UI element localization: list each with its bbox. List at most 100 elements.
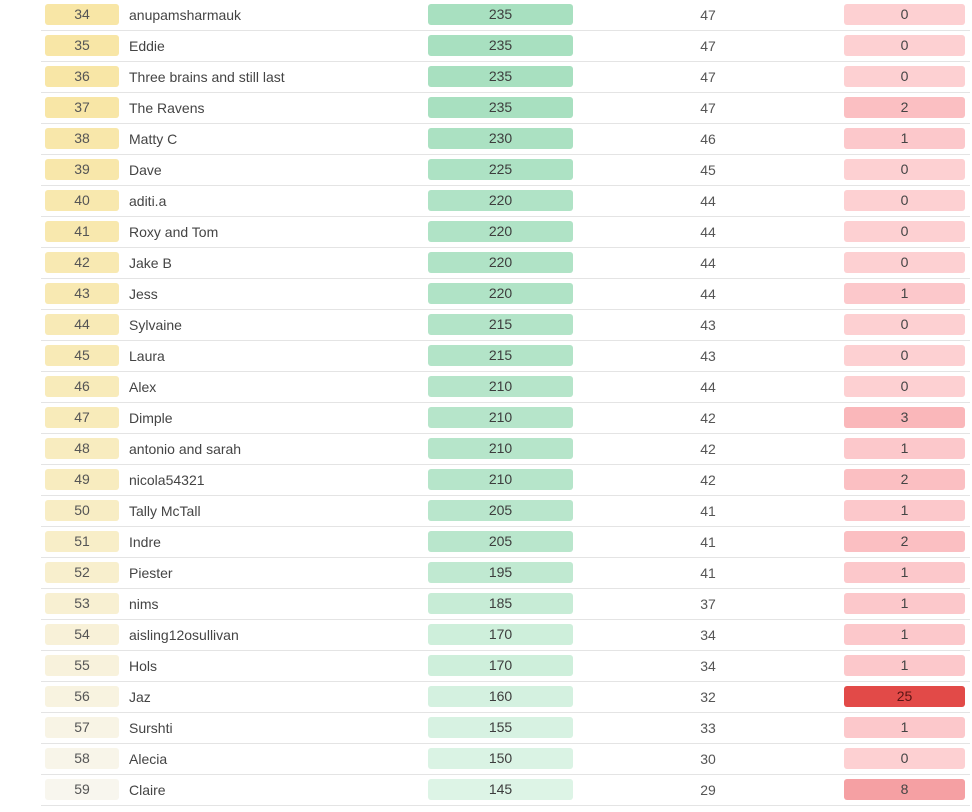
correct-count: 41 <box>700 503 716 519</box>
table-row: 47 Dimple 210 42 3 <box>41 403 970 434</box>
score-badge: 220 <box>428 283 573 304</box>
rank-badge: 40 <box>45 190 119 211</box>
table-row: 37 The Ravens 235 47 2 <box>41 93 970 124</box>
player-name: Piester <box>129 565 173 581</box>
table-row: 59 Claire 145 29 8 <box>41 775 970 806</box>
score-badge: 205 <box>428 500 573 521</box>
correct-count: 32 <box>700 689 716 705</box>
table-row: 56 Jaz 160 32 25 <box>41 682 970 713</box>
table-row: 53 nims 185 37 1 <box>41 589 970 620</box>
score-badge: 185 <box>428 593 573 614</box>
rank-badge: 48 <box>45 438 119 459</box>
score-badge: 160 <box>428 686 573 707</box>
wrong-count-badge: 0 <box>844 4 965 25</box>
wrong-count-badge: 1 <box>844 438 965 459</box>
rank-badge: 42 <box>45 252 119 273</box>
wrong-count-badge: 1 <box>844 562 965 583</box>
player-name: Dave <box>129 162 162 178</box>
correct-count: 42 <box>700 472 716 488</box>
player-name: Claire <box>129 782 166 798</box>
rank-badge: 56 <box>45 686 119 707</box>
correct-count: 44 <box>700 379 716 395</box>
rank-badge: 57 <box>45 717 119 738</box>
table-row: 46 Alex 210 44 0 <box>41 372 970 403</box>
score-badge: 145 <box>428 779 573 800</box>
wrong-count-badge: 1 <box>844 717 965 738</box>
rank-badge: 37 <box>45 97 119 118</box>
score-badge: 225 <box>428 159 573 180</box>
player-name: Jaz <box>129 689 151 705</box>
player-name: Hols <box>129 658 158 674</box>
correct-count: 37 <box>700 596 716 612</box>
correct-count: 47 <box>700 7 716 23</box>
score-badge: 220 <box>428 221 573 242</box>
rank-badge: 52 <box>45 562 119 583</box>
wrong-count-badge: 2 <box>844 97 965 118</box>
rank-badge: 58 <box>45 748 119 769</box>
correct-count: 33 <box>700 720 716 736</box>
player-name: The Ravens <box>129 100 205 116</box>
player-name: Laura <box>129 348 165 364</box>
rank-badge: 46 <box>45 376 119 397</box>
table-row: 55 Hols 170 34 1 <box>41 651 970 682</box>
player-name: Surshti <box>129 720 173 736</box>
wrong-count-badge: 0 <box>844 159 965 180</box>
player-name: nims <box>129 596 159 612</box>
wrong-count-badge: 25 <box>844 686 965 707</box>
table-row: 36 Three brains and still last 235 47 0 <box>41 62 970 93</box>
player-name: Dimple <box>129 410 173 426</box>
player-name: Roxy and Tom <box>129 224 219 240</box>
correct-count: 42 <box>700 410 716 426</box>
table-row: 49 nicola54321 210 42 2 <box>41 465 970 496</box>
wrong-count-badge: 0 <box>844 221 965 242</box>
table-row: 52 Piester 195 41 1 <box>41 558 970 589</box>
correct-count: 47 <box>700 38 716 54</box>
table-row: 43 Jess 220 44 1 <box>41 279 970 310</box>
rank-badge: 41 <box>45 221 119 242</box>
table-row: 39 Dave 225 45 0 <box>41 155 970 186</box>
player-name: Jess <box>129 286 158 302</box>
table-row: 38 Matty C 230 46 1 <box>41 124 970 155</box>
wrong-count-badge: 0 <box>844 376 965 397</box>
player-name: Jake B <box>129 255 172 271</box>
table-row: 58 Alecia 150 30 0 <box>41 744 970 775</box>
correct-count: 44 <box>700 255 716 271</box>
wrong-count-badge: 1 <box>844 283 965 304</box>
player-name: Tally McTall <box>129 503 201 519</box>
rank-badge: 47 <box>45 407 119 428</box>
score-badge: 235 <box>428 66 573 87</box>
correct-count: 43 <box>700 317 716 333</box>
score-badge: 235 <box>428 4 573 25</box>
wrong-count-badge: 1 <box>844 593 965 614</box>
correct-count: 34 <box>700 658 716 674</box>
table-row: 44 Sylvaine 215 43 0 <box>41 310 970 341</box>
correct-count: 44 <box>700 193 716 209</box>
wrong-count-badge: 0 <box>844 66 965 87</box>
player-name: Indre <box>129 534 161 550</box>
rank-badge: 44 <box>45 314 119 335</box>
score-badge: 215 <box>428 314 573 335</box>
rank-badge: 39 <box>45 159 119 180</box>
wrong-count-badge: 2 <box>844 531 965 552</box>
wrong-count-badge: 1 <box>844 128 965 149</box>
correct-count: 44 <box>700 224 716 240</box>
table-row: 41 Roxy and Tom 220 44 0 <box>41 217 970 248</box>
score-badge: 235 <box>428 35 573 56</box>
player-name: aditi.a <box>129 193 167 209</box>
table-row: 40 aditi.a 220 44 0 <box>41 186 970 217</box>
rank-badge: 51 <box>45 531 119 552</box>
rank-badge: 53 <box>45 593 119 614</box>
wrong-count-badge: 0 <box>844 190 965 211</box>
rank-badge: 54 <box>45 624 119 645</box>
table-row: 54 aisling12osullivan 170 34 1 <box>41 620 970 651</box>
player-name: Alecia <box>129 751 168 767</box>
wrong-count-badge: 0 <box>844 314 965 335</box>
player-name: antonio and sarah <box>129 441 242 457</box>
correct-count: 43 <box>700 348 716 364</box>
player-name: Alex <box>129 379 157 395</box>
rank-badge: 45 <box>45 345 119 366</box>
score-badge: 195 <box>428 562 573 583</box>
wrong-count-badge: 3 <box>844 407 965 428</box>
score-badge: 170 <box>428 624 573 645</box>
score-badge: 235 <box>428 97 573 118</box>
